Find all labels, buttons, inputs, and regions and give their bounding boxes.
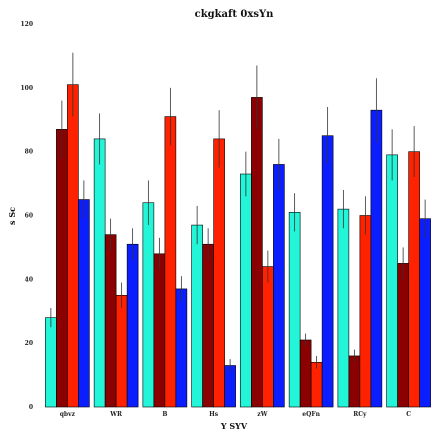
chart-title: ckgkaft 0xsYn (195, 9, 275, 20)
bar (337, 208, 350, 408)
bar (370, 109, 383, 408)
bar (273, 164, 285, 408)
y-tick-label: 80 (25, 149, 33, 156)
bar (67, 84, 79, 408)
bar (191, 224, 203, 408)
bar (408, 151, 420, 408)
bar (240, 173, 252, 408)
x-tick-label: WR (109, 411, 123, 418)
x-tick-label: RCy (353, 411, 367, 418)
error-bars (50, 52, 426, 372)
bar (93, 138, 106, 408)
bar (142, 202, 155, 408)
bar (104, 234, 117, 408)
y-tick-label: 120 (20, 21, 33, 28)
bar (419, 218, 431, 408)
bar (359, 215, 372, 408)
bar (213, 138, 225, 408)
bar (321, 135, 334, 408)
bar (164, 116, 177, 408)
y-tick-label: 0 (29, 404, 33, 411)
bar (126, 243, 139, 408)
x-axis-ticks: qbvz WR B Hs zW eQFn RCy C (60, 411, 412, 418)
x-axis-label: Y SYV (220, 421, 248, 431)
y-axis-ticks: 0 20 40 60 80 100 120 (20, 21, 33, 411)
bar (115, 294, 128, 408)
bar (202, 243, 214, 408)
x-tick-label: C (406, 411, 411, 418)
y-axis-label: s Sc (7, 207, 17, 225)
bar (310, 362, 323, 408)
x-tick-label: qbvz (60, 411, 76, 418)
bar (153, 253, 166, 408)
bar (78, 199, 90, 408)
y-tick-label: 100 (20, 85, 33, 92)
bar (397, 263, 409, 408)
bars (45, 84, 431, 408)
x-tick-label: eQFn (302, 411, 320, 418)
bar (262, 266, 274, 408)
bar (299, 339, 312, 408)
bar (251, 97, 263, 408)
bar (348, 355, 361, 408)
y-tick-label: 20 (25, 340, 33, 347)
bar (56, 129, 68, 408)
bar (175, 288, 188, 408)
y-tick-label: 60 (25, 213, 33, 220)
bar (288, 212, 301, 408)
x-tick-label: B (162, 411, 167, 418)
x-tick-label: Hs (209, 411, 219, 418)
y-tick-label: 40 (25, 276, 33, 283)
bar (386, 154, 398, 408)
x-tick-label: zW (257, 411, 267, 418)
bar (45, 317, 57, 408)
